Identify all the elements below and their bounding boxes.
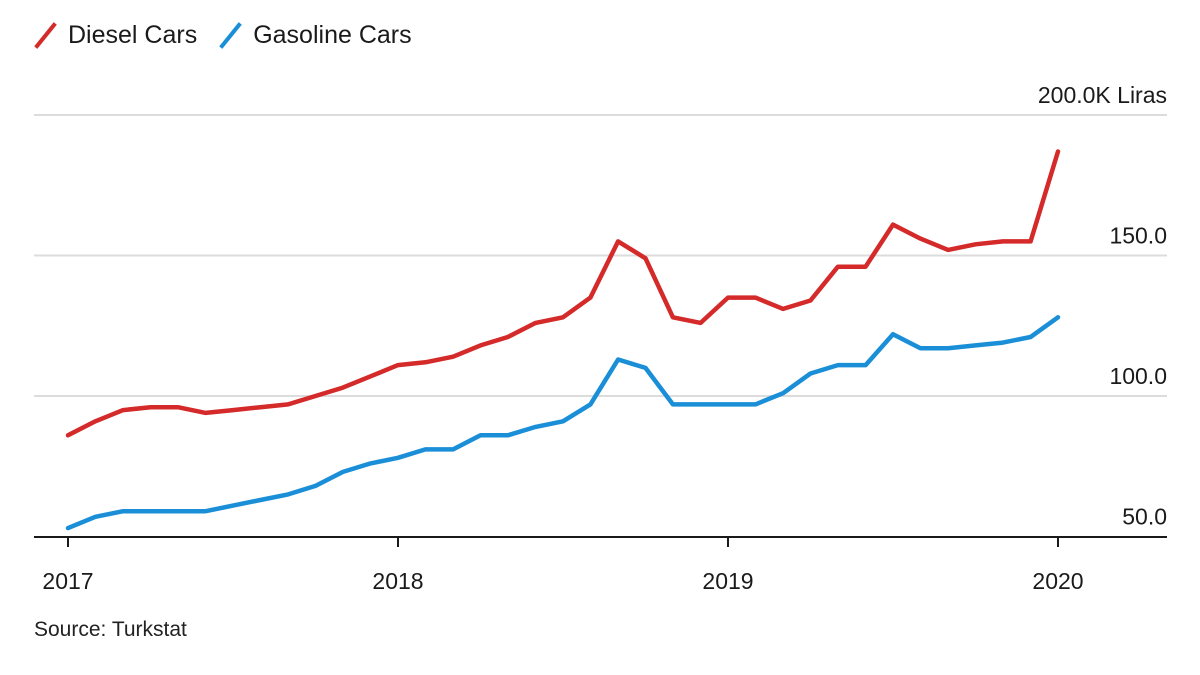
series-line-gasoline-cars — [65, 315, 1061, 531]
x-axis: 2017 2018 2019 2020 — [34, 536, 1167, 594]
legend-label-gasoline: Gasoline Cars — [253, 20, 412, 49]
legend-item-diesel: Diesel Cars — [34, 21, 197, 50]
gridlines — [34, 114, 1167, 397]
x-tick-label-2017: 2017 — [42, 568, 93, 594]
x-tick-label-2020: 2020 — [1032, 568, 1083, 594]
source-note: Source: Turkstat — [34, 618, 187, 641]
y-axis-labels: 200.0K Liras 150.0 100.0 50.0 — [1038, 82, 1167, 530]
chart-legend: Diesel Cars Gasoline Cars — [34, 18, 434, 52]
y-tick-label-100: 100.0 — [1109, 363, 1167, 389]
x-tick-label-2018: 2018 — [372, 568, 423, 594]
series-line-diesel-cars — [65, 149, 1061, 438]
y-tick-label-200: 200.0K Liras — [1038, 82, 1167, 108]
legend-label-diesel: Diesel Cars — [68, 20, 198, 49]
legend-swatch-diesel-icon — [34, 21, 58, 49]
legend-swatch-gasoline-icon — [219, 21, 243, 49]
legend-item-gasoline: Gasoline Cars — [219, 20, 412, 50]
x-tick-label-2019: 2019 — [702, 568, 753, 594]
series-lines — [65, 149, 1061, 531]
y-tick-label-50: 50.0 — [1122, 504, 1167, 530]
y-tick-label-150: 150.0 — [1109, 223, 1167, 249]
